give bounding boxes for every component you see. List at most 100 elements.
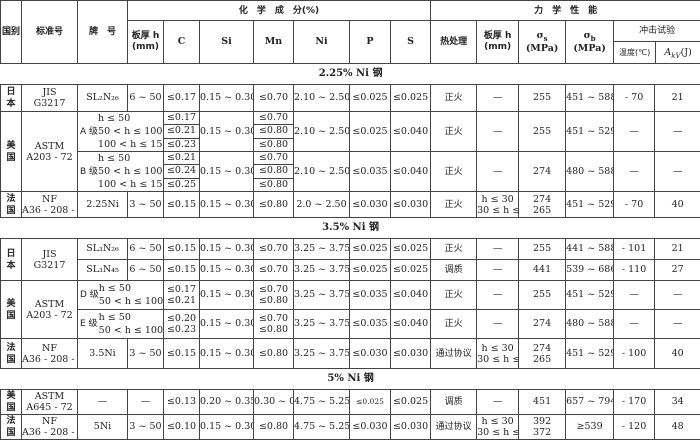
cell-yield: 255 <box>519 85 566 112</box>
cell-temperature: - 70 <box>614 85 655 112</box>
cell-ni: 3.25 ~ 3.75 <box>294 260 350 281</box>
cell-p: ≤0.025 <box>350 390 391 415</box>
cell-temperature: - 170 <box>614 390 655 415</box>
cell-heat-treatment: 正火 <box>431 310 477 339</box>
cell-c: ≤0.24 <box>164 165 200 178</box>
country-cell: 法国 <box>1 192 22 218</box>
header-chemical-composition: 化 学 成 分(%) <box>128 1 431 21</box>
cell-heat-treatment: 正火 <box>431 152 477 192</box>
cell-c: ≤0.17 <box>164 112 200 125</box>
cell-akv: 40 <box>655 339 700 369</box>
header-si: Si <box>200 21 254 64</box>
cell-c: ≤0.13 <box>164 390 200 415</box>
cell-si: 0.15 ~ 0.30 <box>200 281 254 310</box>
cell-si: 0.15 ~ 0.30 <box>200 339 254 369</box>
cell-ni: 4.75 ~ 5.25 <box>294 415 350 440</box>
cell-ni: 2.10 ~ 2.50 <box>294 112 350 152</box>
country-cell: 日本 <box>1 85 22 112</box>
cell-thickness-2: — <box>477 390 519 415</box>
cell-c: ≤0.17≤0.21 <box>164 281 200 310</box>
cell-yield: 255 <box>519 239 566 260</box>
cell-temperature: - 101 <box>614 239 655 260</box>
cell-temperature: — <box>614 112 655 152</box>
cell-akv: 21 <box>655 239 700 260</box>
cell-p: ≤0.035 <box>350 152 391 192</box>
cell-tensile: 451 ~ 529 <box>566 112 614 152</box>
cell-tensile: 657 ~ 794 <box>566 390 614 415</box>
cell-p: ≤0.025 <box>350 260 391 281</box>
cell-p: ≤0.035 <box>350 281 391 310</box>
cell-mn: ≤0.70≤0.80 <box>254 310 294 339</box>
cell-heat-treatment: 调质 <box>431 390 477 415</box>
section-title: 5% Ni 钢 <box>1 369 700 390</box>
header-impact-test: 冲击试验 温度(℃) AkV(J) <box>614 21 700 64</box>
cell-s: ≤0.040 <box>391 112 431 152</box>
cell-mn: ≤0.70 <box>254 85 294 112</box>
cell-mn: ≤0.70 <box>254 152 294 165</box>
cell-s: ≤0.025 <box>391 239 431 260</box>
cell-s: ≤0.040 <box>391 281 431 310</box>
cell-si: 0.15 ~ 0.30 <box>200 260 254 281</box>
country-cell: 法国 <box>1 415 22 440</box>
cell-ni: 2.10 ~ 2.50 <box>294 85 350 112</box>
cell-si: 0.15 ~ 0.30 <box>200 415 254 440</box>
cell-yield: 255 <box>519 112 566 152</box>
cell-p: ≤0.030 <box>350 192 391 218</box>
cell-akv: — <box>655 310 700 339</box>
cell-thickness-2: — <box>477 260 519 281</box>
cell-yield: 255 <box>519 281 566 310</box>
cell-tensile: 480 ~ 588 <box>566 152 614 192</box>
cell-si: 0.15 ~ 0.30 <box>200 310 254 339</box>
cell-si: 0.15 ~ 0.30 <box>200 192 254 218</box>
cell-heat-treatment: 正火 <box>431 112 477 152</box>
cell-tensile: ≥539 <box>566 415 614 440</box>
cell-si: 0.20 ~ 0.35 <box>200 390 254 415</box>
cell-c: ≤0.15 <box>164 260 200 281</box>
cell-thk: 3 ~ 50 <box>128 192 164 218</box>
cell-c: ≤0.23 <box>164 138 200 151</box>
cell-c: ≤0.10 <box>164 415 200 440</box>
cell-s: ≤0.030 <box>391 339 431 369</box>
cell-akv: — <box>655 112 700 152</box>
cell-temperature: - 120 <box>614 415 655 440</box>
section-row: 2.25% Ni 钢 <box>1 64 700 85</box>
cell-grade: SL₃N₄₅ <box>78 260 128 281</box>
header-standard: 标准号 <box>22 1 78 64</box>
cell-heat-treatment: 调质 <box>431 260 477 281</box>
cell-c: ≤0.21 <box>164 125 200 138</box>
header-thickness-2: 板厚 h(mm) <box>477 21 519 64</box>
cell-thickness-2: — <box>477 310 519 339</box>
cell-s: ≤0.025 <box>391 390 431 415</box>
cell-mn: ≤0.70 <box>254 260 294 281</box>
cell-c: ≤0.20≤0.23 <box>164 310 200 339</box>
country-cell: 美国 <box>1 390 22 415</box>
header-s: S <box>391 21 431 64</box>
cell-yield: 441 <box>519 260 566 281</box>
section-row: 5% Ni 钢 <box>1 369 700 390</box>
cell-p: ≤0.025 <box>350 239 391 260</box>
cell-thickness-2: — <box>477 85 519 112</box>
cell-ni: 4.75 ~ 5.25 <box>294 390 350 415</box>
header-row-1: 国别 标准号 牌 号 化 学 成 分(%) 力 学 性 能 <box>1 1 700 21</box>
cell-ni: 3.25 ~ 3.75 <box>294 239 350 260</box>
cell-s: ≤0.040 <box>391 152 431 192</box>
cell-tensile: 451 ~ 529 <box>566 281 614 310</box>
